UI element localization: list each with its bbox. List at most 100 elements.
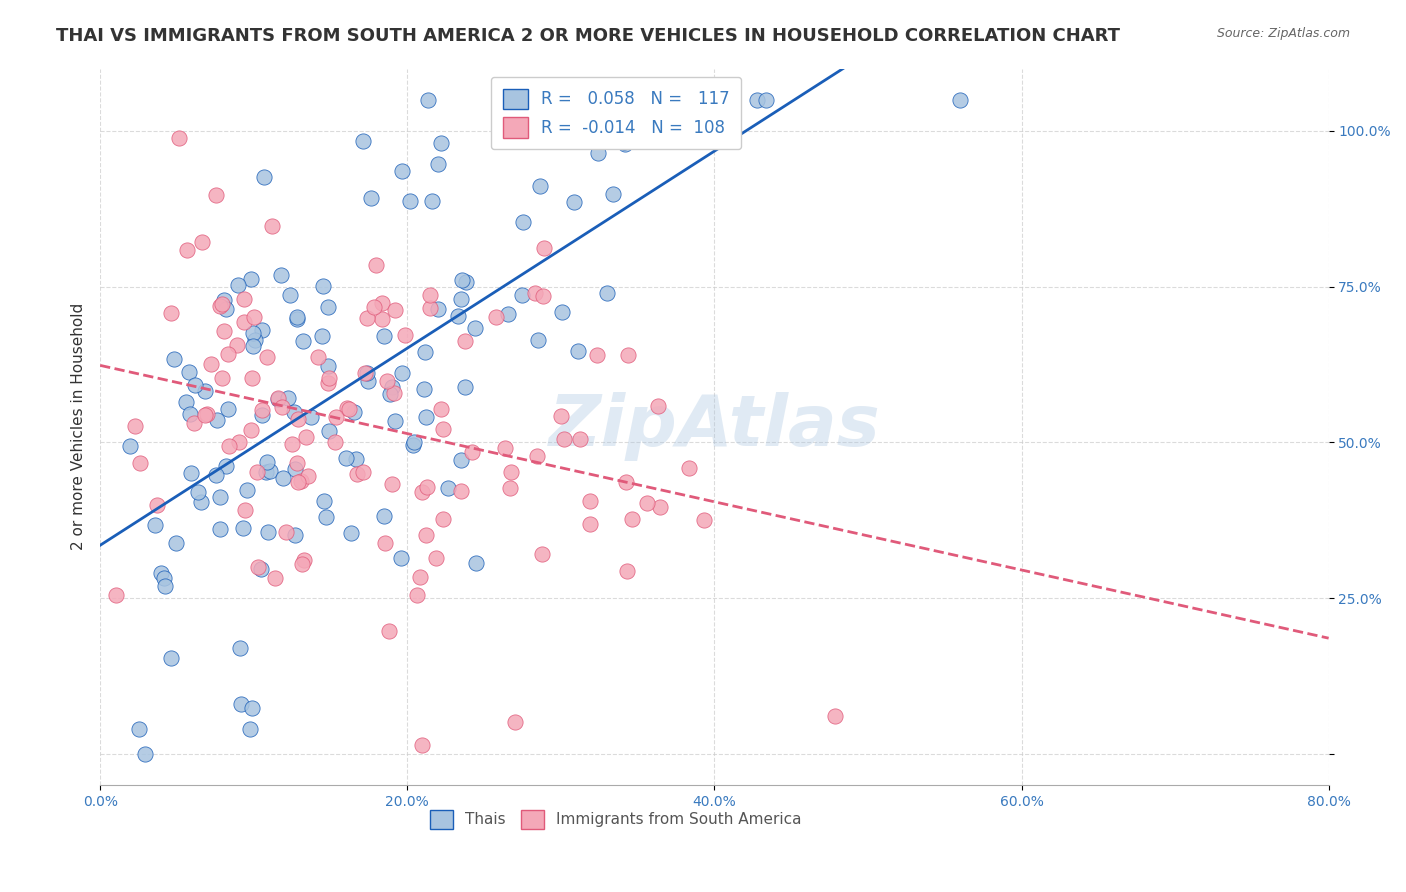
Point [120,439,142,453]
Point [384,302,406,317]
Point [176,243,198,257]
Point [616,564,638,578]
Y-axis label: 2 or more Vehicles in Household: 2 or more Vehicles in Household [72,303,86,550]
Point [183,416,205,430]
Point [250,323,273,337]
Point [267,392,290,406]
Point [499,465,522,479]
Point [228,435,250,450]
Point [596,285,619,300]
Point [128,457,150,471]
Point [647,399,669,413]
Point [373,329,395,343]
Point [232,315,254,329]
Point [614,475,637,489]
Point [340,525,363,540]
Point [427,301,450,316]
Point [378,387,401,401]
Point [621,512,644,526]
Point [292,334,315,348]
Point [343,405,366,419]
Point [287,475,309,490]
Point [529,179,551,194]
Point [187,485,209,500]
Point [283,405,305,419]
Point [191,235,214,249]
Point [461,445,484,459]
Point [316,300,339,314]
Point [447,310,470,324]
Point [454,380,477,394]
Legend: Thais, Immigrants from South America: Thais, Immigrants from South America [425,804,808,835]
Point [335,451,357,466]
Point [524,285,547,300]
Point [211,297,233,311]
Point [432,512,454,526]
Point [411,738,433,752]
Point [389,550,412,565]
Point [425,550,447,565]
Point [297,469,319,483]
Point [360,191,382,205]
Point [585,348,607,362]
Point [271,400,294,414]
Point [374,536,396,550]
Point [215,459,238,474]
Point [291,557,314,571]
Point [357,374,380,388]
Point [373,509,395,524]
Point [209,490,232,504]
Point [242,326,264,340]
Point [416,93,439,107]
Point [430,401,453,416]
Point [450,453,472,467]
Point [273,471,295,485]
Point [354,366,377,380]
Point [155,579,177,593]
Point [949,93,972,107]
Point [398,194,420,209]
Point [176,394,198,409]
Point [485,310,508,324]
Point [145,499,167,513]
Point [411,484,433,499]
Point [246,465,269,479]
Point [280,287,302,301]
Point [627,93,650,107]
Point [307,350,329,364]
Point [208,299,231,313]
Point [375,374,398,388]
Point [617,347,640,361]
Point [252,409,274,423]
Point [150,566,173,580]
Point [384,414,406,428]
Point [153,571,176,585]
Point [205,187,228,202]
Point [352,465,374,479]
Point [391,367,413,381]
Point [378,624,401,638]
Point [218,439,240,453]
Point [143,518,166,533]
Point [496,307,519,321]
Point [287,412,309,426]
Point [419,288,441,302]
Point [277,391,299,405]
Point [312,493,335,508]
Point [380,477,402,491]
Point [292,553,315,567]
Point [228,277,250,292]
Point [432,422,454,436]
Point [229,697,252,711]
Point [281,436,304,450]
Point [232,521,254,535]
Point [422,194,444,208]
Point [180,466,202,480]
Point [184,378,207,392]
Point [128,723,150,737]
Point [124,419,146,434]
Point [747,93,769,107]
Point [285,456,308,470]
Point [194,384,217,398]
Point [256,350,278,364]
